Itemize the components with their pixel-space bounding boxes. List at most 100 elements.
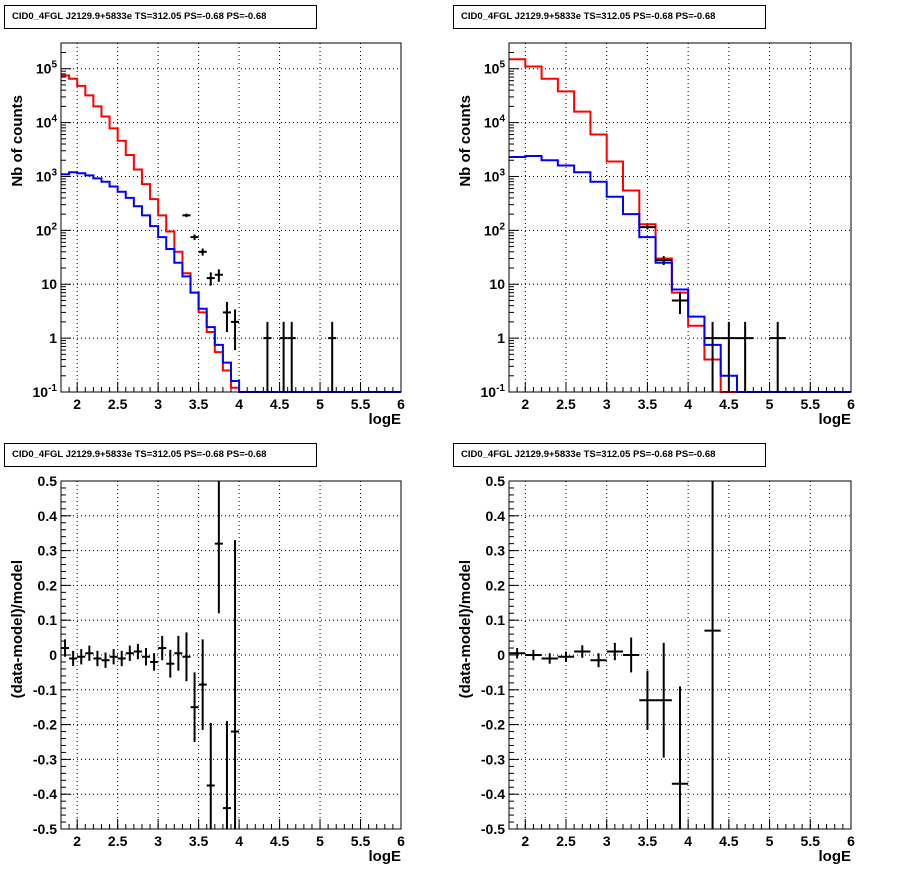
y-tick-label-0: 0 bbox=[497, 647, 505, 663]
x-tick-label-4: 4 bbox=[684, 396, 692, 412]
x-tick-label-6: 6 bbox=[397, 396, 405, 412]
data-point bbox=[158, 635, 167, 661]
data-point bbox=[190, 234, 199, 241]
data-point bbox=[231, 540, 240, 829]
plot-frame bbox=[60, 480, 402, 830]
y-tick-label-0.4: 0.4 bbox=[38, 508, 58, 524]
series-model-source-line bbox=[509, 154, 851, 393]
data-point bbox=[231, 309, 240, 351]
data-point bbox=[198, 639, 207, 730]
y-tick-label-10^-1: 10-1 bbox=[481, 383, 506, 400]
y-tick-label-10: 10 bbox=[489, 276, 505, 292]
pad-title-counts-right: CID0_4FGL J2129.9+5833e TS=312.05 PS=-0.… bbox=[453, 5, 766, 29]
y-tick-label-10^4: 104 bbox=[484, 114, 506, 131]
x-tick-label-3.5: 3.5 bbox=[189, 396, 209, 412]
x-tick-label-5.5: 5.5 bbox=[801, 396, 821, 412]
data-point bbox=[639, 670, 656, 730]
panel-residuals-right: 2 2.5 3 3.5 4 4.5 5 5.5 6 -0.5 -0.4 -0.3 -0.2 -0.1 0 0.… bbox=[457, 473, 855, 865]
x-tick-label-3: 3 bbox=[603, 833, 611, 849]
data-point bbox=[198, 248, 207, 256]
data-point bbox=[574, 645, 591, 658]
y-tick-label--0.4: -0.4 bbox=[481, 786, 505, 802]
x-tick-label-3: 3 bbox=[603, 396, 611, 412]
x-tick-label-3: 3 bbox=[154, 396, 162, 412]
y-tick-label-1: 1 bbox=[49, 330, 57, 346]
data-point bbox=[704, 321, 721, 392]
data-point bbox=[182, 632, 191, 682]
y-tick-label-10^3: 103 bbox=[36, 167, 58, 184]
y-tick-label-10^5: 105 bbox=[484, 60, 506, 77]
y-axis-label: Nb of counts bbox=[457, 95, 474, 187]
series-model-source-line bbox=[61, 171, 401, 393]
series-model-total-line bbox=[509, 58, 851, 393]
data-point bbox=[109, 649, 118, 665]
data-point bbox=[190, 672, 199, 742]
data-point bbox=[769, 321, 786, 392]
data-point bbox=[557, 651, 575, 662]
pad-title-residuals-left: CID0_4FGL J2129.9+5833e TS=312.05 PS=-0.… bbox=[4, 443, 317, 467]
y-tick-label-0.1: 0.1 bbox=[486, 612, 506, 628]
data-point bbox=[61, 639, 70, 657]
data-point bbox=[639, 224, 656, 230]
x-axis-label: logE bbox=[369, 411, 402, 428]
panel-counts-left: 2 2.5 3 3.5 4 4.5 5 5.5 6 10-1 1 10 102 103 104 105 logE… bbox=[9, 42, 405, 428]
x-tick-label-6: 6 bbox=[847, 396, 855, 412]
x-tick-label-2: 2 bbox=[521, 396, 529, 412]
data-point bbox=[69, 650, 78, 667]
x-tick-label-3.5: 3.5 bbox=[638, 833, 658, 849]
data-point bbox=[623, 637, 640, 673]
x-axis-label: logE bbox=[369, 848, 402, 865]
y-tick-label--0.2: -0.2 bbox=[33, 717, 57, 733]
y-tick-label-0.1: 0.1 bbox=[38, 612, 58, 628]
x-tick-label-4: 4 bbox=[235, 833, 243, 849]
y-tick-label--0.1: -0.1 bbox=[481, 682, 505, 698]
x-tick-label-4.5: 4.5 bbox=[270, 396, 290, 412]
y-tick-label-0.3: 0.3 bbox=[38, 543, 58, 559]
y-axis-label: (data-model)/model bbox=[9, 560, 26, 698]
x-axis-label: logE bbox=[819, 848, 852, 865]
y-tick-label-10^4: 104 bbox=[36, 114, 58, 131]
x-tick-label-5: 5 bbox=[316, 396, 324, 412]
y-tick-label--0.5: -0.5 bbox=[33, 821, 57, 837]
x-tick-label-5.5: 5.5 bbox=[351, 396, 371, 412]
y-tick-label-0: 0 bbox=[49, 647, 57, 663]
data-point bbox=[287, 321, 296, 392]
plot-frame bbox=[60, 42, 402, 393]
data-point bbox=[525, 649, 542, 661]
x-axis-label: logE bbox=[819, 411, 852, 428]
x-tick-label-2.5: 2.5 bbox=[556, 396, 576, 412]
y-tick-label-0.5: 0.5 bbox=[38, 473, 58, 489]
x-tick-label-2: 2 bbox=[73, 396, 81, 412]
data-point bbox=[328, 321, 337, 392]
y-tick-label--0.5: -0.5 bbox=[481, 821, 505, 837]
data-point bbox=[655, 642, 672, 758]
y-tick-label-0.4: 0.4 bbox=[486, 508, 506, 524]
data-point bbox=[590, 653, 607, 668]
y-tick-label-0.2: 0.2 bbox=[486, 577, 506, 593]
y-tick-label-10^5: 105 bbox=[36, 60, 58, 77]
y-tick-label-10: 10 bbox=[41, 276, 57, 292]
data-point bbox=[141, 648, 151, 666]
data-point bbox=[117, 650, 126, 667]
x-tick-label-2: 2 bbox=[521, 833, 529, 849]
data-point bbox=[77, 649, 86, 665]
data-point bbox=[704, 481, 721, 829]
panel-residuals-left: 2 2.5 3 3.5 4 4.5 5 5.5 6 -0.5 -0.4 -0.3 -0.2 -0.1 0 0.… bbox=[9, 473, 405, 865]
y-tick-label--0.1: -0.1 bbox=[33, 682, 57, 698]
data-point bbox=[206, 722, 215, 829]
data-point bbox=[541, 653, 558, 664]
y-tick-label-0.3: 0.3 bbox=[486, 543, 506, 559]
x-tick-label-5: 5 bbox=[316, 833, 324, 849]
x-tick-label-6: 6 bbox=[847, 833, 855, 849]
y-tick-label--0.4: -0.4 bbox=[33, 786, 57, 802]
y-tick-label-0.2: 0.2 bbox=[38, 577, 58, 593]
data-point bbox=[85, 645, 94, 661]
data-point bbox=[720, 321, 737, 392]
data-point bbox=[133, 643, 142, 660]
data-point bbox=[263, 321, 272, 392]
data-point bbox=[222, 301, 231, 332]
data-point bbox=[655, 256, 672, 266]
x-tick-label-4.5: 4.5 bbox=[719, 396, 739, 412]
x-tick-label-4.5: 4.5 bbox=[719, 833, 739, 849]
